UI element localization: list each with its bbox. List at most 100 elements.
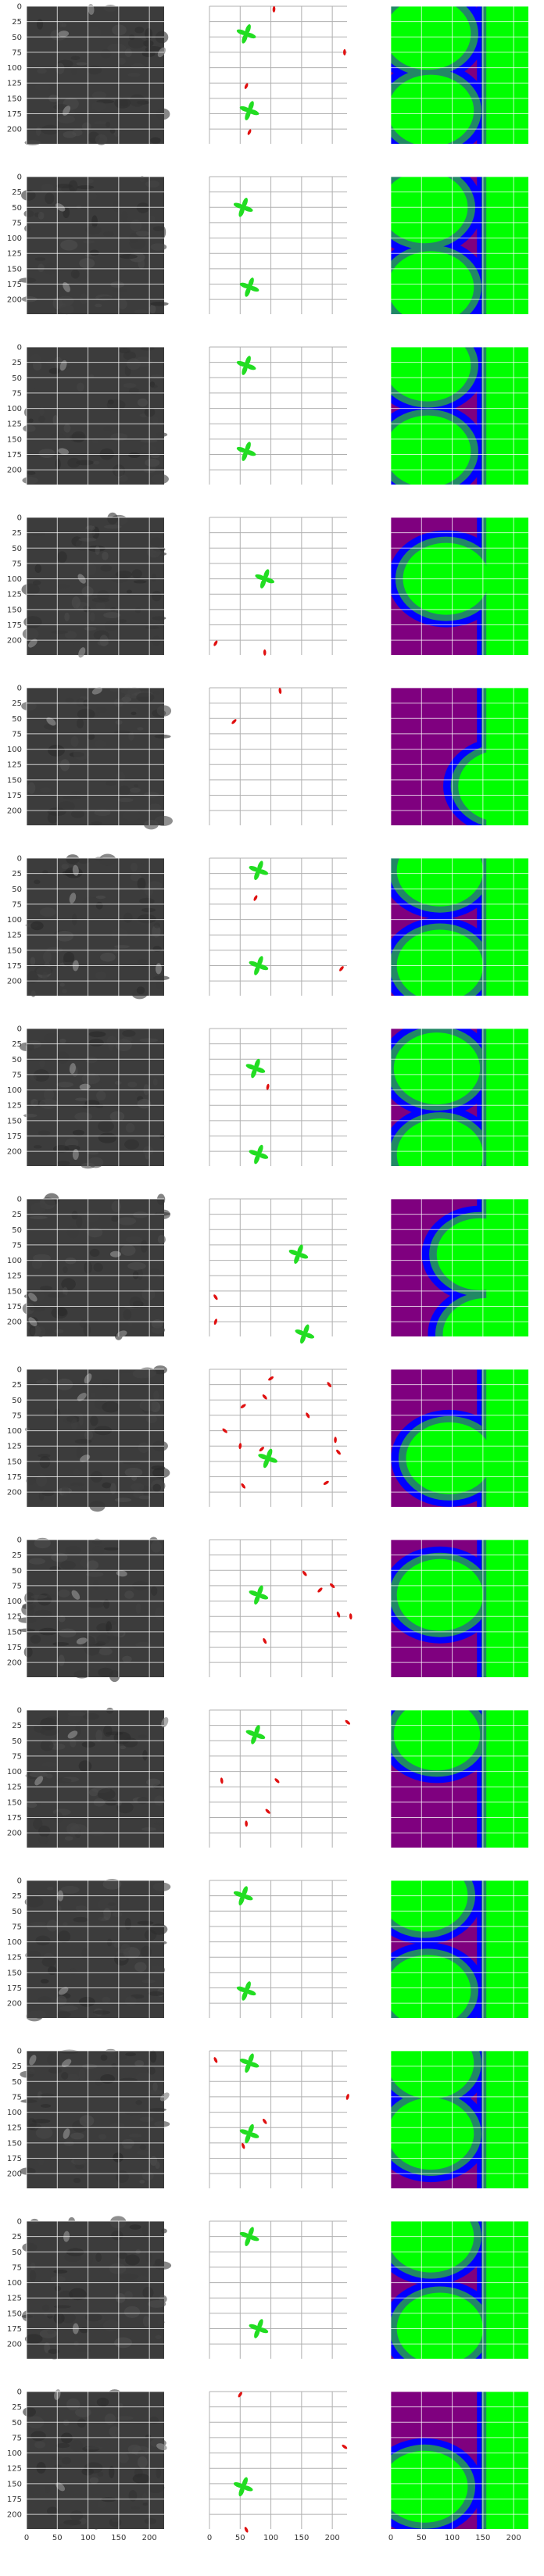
soil-texture <box>111 2063 117 2068</box>
soil-texture <box>63 2141 74 2146</box>
soil-texture <box>104 1547 120 1551</box>
soil-texture <box>89 374 95 378</box>
plant-blob <box>55 2482 66 2492</box>
soil-texture <box>74 1112 92 1122</box>
soil-texture <box>30 1594 48 1599</box>
map-region <box>391 6 471 70</box>
y-tick-label: 50 <box>12 1226 22 1235</box>
y-tick-label: 25 <box>12 699 22 708</box>
soil-texture <box>45 599 60 609</box>
y-tick-label: 175 <box>7 110 22 119</box>
soil-texture <box>135 2072 153 2084</box>
soil-texture <box>142 1146 154 1156</box>
soil-texture <box>136 202 150 213</box>
crop-center <box>295 1251 301 1257</box>
soil-texture <box>34 879 41 885</box>
y-tick-label: 125 <box>7 2465 22 2474</box>
map-region <box>486 347 528 485</box>
image-panel: 0 25 50 75 100 125 150 175 200 <box>7 512 167 658</box>
soil-texture <box>98 1120 114 1132</box>
soil-texture <box>115 1369 133 1374</box>
image-panel: 0 25 50 75 100 125 150 175 200 <box>7 1707 169 1848</box>
y-tick-label: 200 <box>7 2341 22 2349</box>
soil-texture <box>91 91 107 99</box>
map-region <box>406 1422 492 1494</box>
soil-texture <box>156 2467 162 2479</box>
soil-texture <box>153 2261 172 2270</box>
soil-texture <box>85 1056 98 1064</box>
soil-texture <box>84 2446 103 2450</box>
soil-texture <box>114 1497 132 1502</box>
soil-texture <box>103 231 114 238</box>
class-map-panel <box>390 176 528 314</box>
plant-blob <box>161 1717 169 1728</box>
soil-texture <box>74 1439 92 1444</box>
soil-texture <box>78 857 90 864</box>
soil-texture <box>60 2432 73 2444</box>
soil-texture <box>136 2150 151 2156</box>
soil-texture <box>136 986 145 995</box>
soil-texture <box>115 1039 132 1051</box>
y-tick-label: 150 <box>7 776 22 785</box>
plant-blob <box>46 717 56 726</box>
soil-texture <box>90 1391 95 1398</box>
soil-texture <box>56 1082 73 1088</box>
soil-texture <box>141 1979 156 1984</box>
soil-texture <box>124 1467 143 1477</box>
soil-texture <box>48 1966 57 1976</box>
soil-texture <box>131 569 142 579</box>
y-tick-label: 150 <box>7 1628 22 1637</box>
soil-texture <box>29 1325 36 1336</box>
soil-texture <box>57 1930 71 1943</box>
soil-texture <box>114 97 131 109</box>
class-map-panel <box>390 687 528 825</box>
soil-texture <box>28 418 34 423</box>
soil-texture <box>104 621 118 631</box>
class-map-panel <box>390 5 528 144</box>
y-tick-label: 25 <box>12 1892 22 1901</box>
soil-texture <box>135 1603 141 1614</box>
y-tick-label: 100 <box>7 1257 22 1265</box>
soil-texture <box>55 1777 72 1784</box>
y-tick-label: 50 <box>12 204 22 213</box>
soil-texture <box>125 2052 136 2056</box>
y-tick-label: 75 <box>12 560 22 568</box>
soil-texture <box>36 2462 46 2474</box>
soil-texture <box>78 1413 84 1426</box>
soil-texture <box>76 62 88 66</box>
soil-texture <box>151 1326 166 1334</box>
soil-texture <box>61 2072 69 2080</box>
soil-texture <box>38 1453 51 1458</box>
soil-texture <box>136 918 149 925</box>
soil-texture <box>70 2132 84 2140</box>
soil-texture <box>28 1558 45 1565</box>
soil-texture <box>122 1655 132 1663</box>
map-region <box>486 1710 528 1848</box>
class-map-panel <box>390 857 528 996</box>
soil-texture <box>34 378 40 391</box>
y-tick-label: 200 <box>7 1489 22 1497</box>
soil-texture <box>54 2285 62 2292</box>
y-tick-label: 150 <box>7 435 22 444</box>
soil-texture <box>32 580 41 586</box>
plant-blob <box>58 1987 69 1995</box>
scatter-background <box>209 858 347 996</box>
y-tick-label: 0 <box>17 344 22 352</box>
soil-texture <box>123 383 137 388</box>
soil-texture <box>56 1161 70 1166</box>
y-tick-label: 175 <box>7 2155 22 2163</box>
plant-blob <box>63 2128 70 2139</box>
soil-texture <box>98 1667 113 1677</box>
soil-texture <box>91 215 98 228</box>
y-tick-label: 150 <box>7 1458 22 1466</box>
class-map-panel <box>390 2050 528 2188</box>
soil-texture <box>150 1540 162 1553</box>
soil-texture <box>74 2407 91 2417</box>
soil-texture <box>116 1948 130 1961</box>
soil-texture <box>89 1075 95 1080</box>
soil-texture <box>98 1132 117 1143</box>
soil-texture <box>114 2430 121 2436</box>
soil-texture <box>29 2270 37 2282</box>
soil-texture <box>147 2482 165 2494</box>
soil-texture <box>85 226 102 234</box>
